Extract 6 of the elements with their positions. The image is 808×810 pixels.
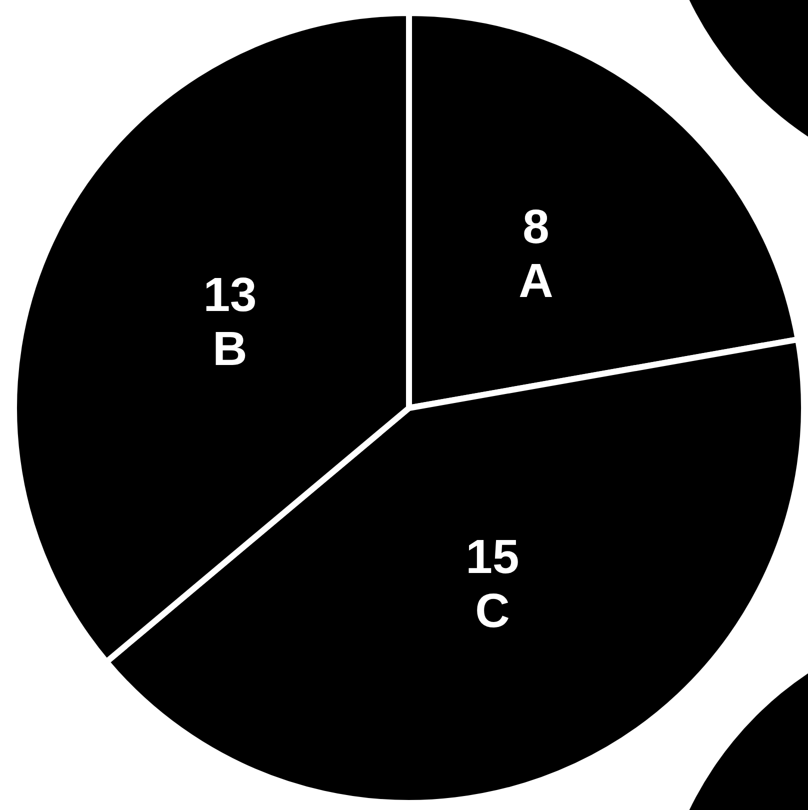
slice-label: C — [475, 585, 510, 638]
slice-label: A — [518, 254, 554, 308]
data-label: 15 — [466, 531, 520, 584]
data-label: 8 — [522, 200, 550, 254]
data-label: 13 — [203, 268, 257, 322]
slice-label: B — [212, 322, 248, 376]
